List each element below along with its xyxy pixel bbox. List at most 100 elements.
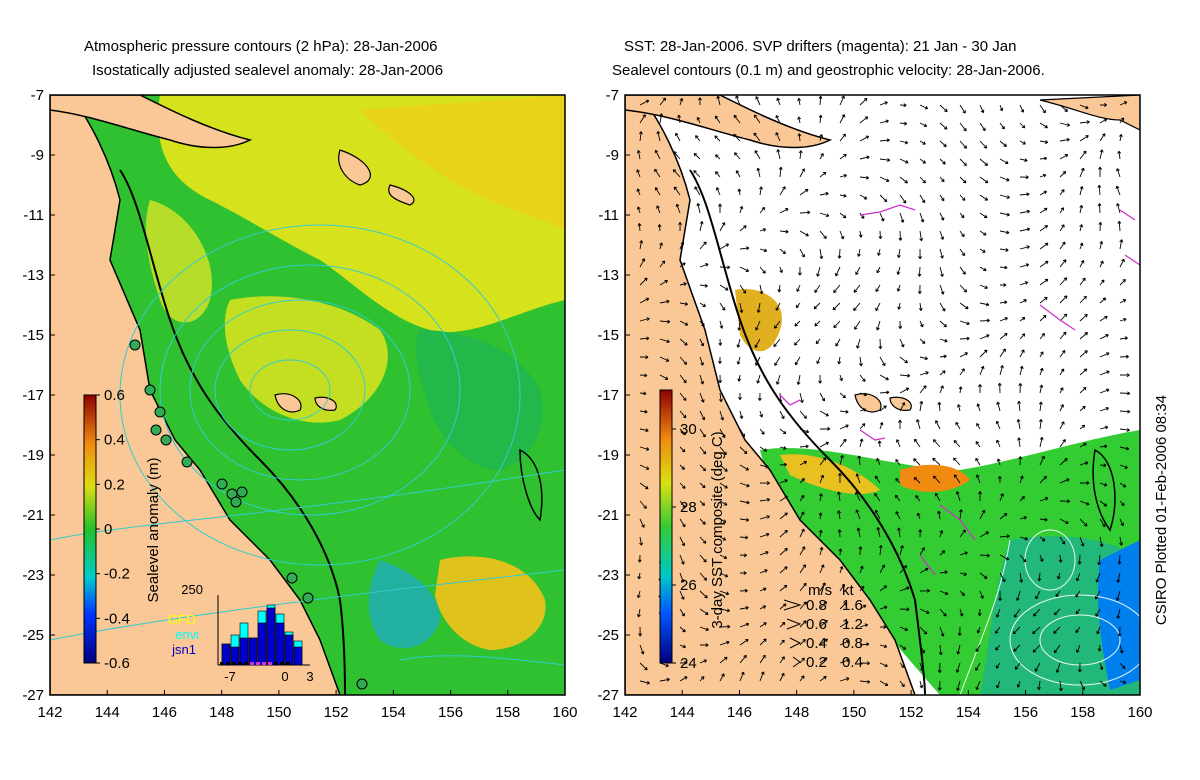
inset-track-mark — [250, 662, 254, 665]
velocity-key-ms: 0.4 — [806, 635, 827, 652]
velocity-arrow — [1039, 278, 1049, 286]
left-ytick-label: -27 — [22, 687, 44, 704]
velocity-arrow — [799, 168, 805, 178]
velocity-arrow — [959, 122, 967, 132]
velocity-arrow — [1119, 428, 1130, 432]
velocity-arrow — [939, 302, 946, 312]
right-xtick-label: 152 — [899, 704, 924, 721]
velocity-arrow — [1119, 373, 1130, 378]
velocity-arrow — [679, 644, 686, 649]
velocity-arrow — [855, 266, 861, 275]
velocity-arrow — [819, 392, 826, 402]
velocity-arrow — [917, 266, 922, 277]
velocity-arrow — [877, 248, 881, 256]
velocity-arrow — [918, 302, 923, 311]
velocity-arrow — [1059, 224, 1065, 232]
velocity-arrow — [818, 529, 823, 538]
velocity-arrow — [659, 374, 669, 380]
inset-track-mark — [256, 662, 260, 665]
velocity-arrow — [855, 509, 861, 520]
left-sla-patch-a — [145, 200, 212, 323]
velocity-arrow — [639, 680, 650, 685]
velocity-arrow — [1119, 536, 1123, 546]
velocity-arrow — [1075, 572, 1081, 582]
velocity-arrow — [779, 512, 788, 520]
velocity-arrow — [879, 564, 886, 574]
velocity-arrow — [1055, 662, 1061, 673]
velocity-arrow — [979, 572, 988, 579]
left-sla-patch-south — [435, 556, 546, 650]
velocity-arrow — [819, 582, 826, 592]
velocity-arrow — [996, 439, 1001, 448]
velocity-arrow — [995, 626, 1001, 634]
sla-tick-label: -0.2 — [104, 566, 130, 583]
velocity-arrow — [1059, 458, 1068, 466]
velocity-arrow — [939, 338, 948, 343]
inset-track-mark — [262, 662, 266, 665]
velocity-arrow — [1039, 207, 1048, 214]
velocity-arrow — [1099, 315, 1108, 322]
velocity-arrow — [839, 658, 850, 664]
velocity-arrow — [959, 140, 968, 149]
velocity-arrow — [999, 248, 1009, 252]
velocity-arrow — [899, 402, 906, 412]
velocity-arrow — [995, 608, 1001, 618]
inset-bars — [220, 604, 303, 666]
velocity-arrow — [859, 175, 870, 180]
velocity-arrow — [1059, 331, 1067, 340]
velocity-arrow — [659, 662, 669, 668]
velocity-arrow — [839, 95, 845, 106]
velocity-arrow — [1079, 500, 1090, 506]
velocity-arrow — [979, 318, 990, 323]
sla-colorbar — [83, 394, 97, 664]
right-reefs — [854, 393, 912, 413]
velocity-arrow — [718, 203, 722, 213]
velocity-arrow — [679, 464, 685, 470]
velocity-arrow — [1033, 608, 1041, 617]
velocity-arrow — [1059, 349, 1066, 358]
velocity-arrow — [1019, 209, 1030, 214]
velocity-arrow — [859, 423, 866, 430]
velocity-arrow — [659, 677, 670, 682]
right-sst-hot-patch-a — [780, 454, 880, 495]
velocity-arrow — [799, 230, 809, 237]
velocity-arrow — [839, 212, 847, 219]
velocity-arrow — [759, 587, 767, 592]
velocity-arrow — [1019, 158, 1028, 163]
velocity-arrow — [919, 104, 929, 110]
velocity-arrow — [899, 194, 907, 204]
velocity-arrow — [937, 510, 941, 520]
sla-tick-label: 0.2 — [104, 476, 125, 493]
velocity-arrow — [1118, 133, 1123, 142]
velocity-arrow — [879, 138, 890, 143]
left-map — [50, 95, 565, 695]
velocity-arrow — [1039, 140, 1049, 145]
velocity-arrow — [899, 356, 908, 364]
velocity-arrow — [919, 371, 929, 376]
velocity-arrow — [875, 284, 881, 292]
velocity-arrow — [899, 158, 909, 164]
velocity-arrow — [1019, 333, 1026, 340]
velocity-arrow — [637, 223, 642, 232]
velocity-arrow — [639, 240, 644, 250]
velocity-arrow — [919, 567, 929, 574]
velocity-arrow — [672, 169, 681, 178]
velocity-key-arrow — [783, 599, 802, 611]
velocity-arrow — [1119, 482, 1127, 488]
velocity-arrow — [979, 248, 986, 253]
velocity-arrow — [1059, 137, 1070, 142]
velocity-arrow — [739, 482, 750, 488]
velocity-arrow — [1099, 279, 1105, 286]
velocity-arrow — [1119, 662, 1126, 669]
velocity-arrow — [1016, 418, 1021, 430]
velocity-arrow — [739, 553, 748, 558]
credit-text: CSIRO Plotted 01-Feb-2006 08:34 — [1153, 395, 1170, 626]
velocity-arrow — [1039, 351, 1044, 358]
velocity-arrow — [1100, 103, 1108, 107]
sla-colorbar-ticks: 0.6 0.4 0.2 0 -0.2 -0.4 -0.6 — [96, 387, 130, 672]
velocity-arrow — [799, 511, 805, 520]
velocity-arrow — [819, 171, 827, 178]
velocity-arrow — [959, 284, 968, 293]
right-ytick-label: -19 — [597, 447, 619, 464]
velocity-arrow — [859, 623, 869, 628]
